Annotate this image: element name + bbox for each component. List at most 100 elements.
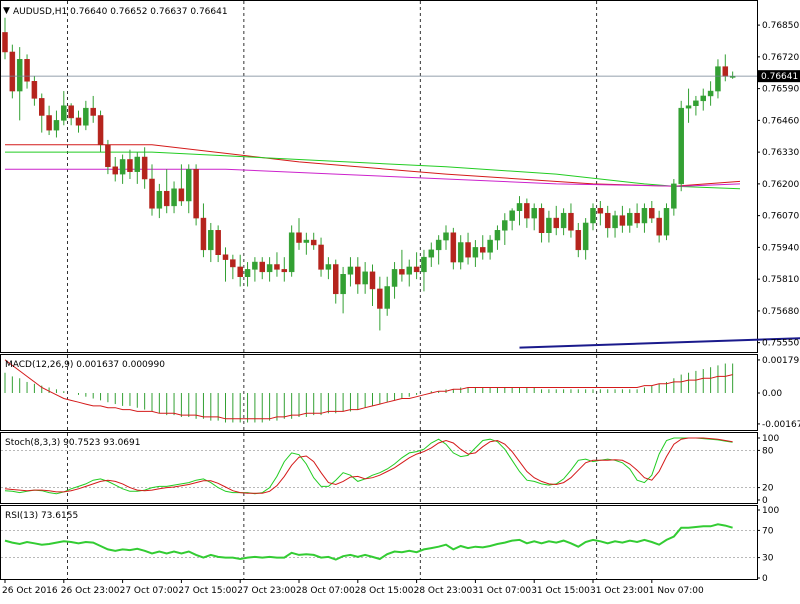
bull-candle: [546, 218, 551, 233]
bear-candle: [451, 233, 456, 262]
bull-candle: [348, 267, 353, 274]
bear-candle: [377, 289, 382, 309]
bear-candle: [179, 189, 184, 201]
price-axis-label: 0.75680: [762, 307, 799, 317]
bear-candle: [723, 67, 728, 77]
bear-candle: [399, 269, 404, 274]
bear-candle: [524, 203, 529, 218]
price-axis-label: 0.76720: [762, 53, 799, 63]
bear-candle: [466, 243, 471, 258]
time-axis-label: 27 Oct 07:00: [120, 586, 179, 596]
bull-candle: [488, 240, 493, 252]
bull-candle: [208, 230, 213, 250]
bull-candle: [502, 221, 507, 231]
bull-candle: [591, 208, 596, 223]
time-axis-label: 28 Oct 15:00: [355, 586, 414, 596]
bear-candle: [142, 157, 147, 179]
bear-candle: [164, 191, 169, 206]
bear-candle: [333, 265, 338, 294]
bull-candle: [444, 233, 449, 240]
bear-candle: [311, 240, 316, 245]
bear-candle: [605, 213, 610, 228]
bull-candle: [326, 265, 331, 270]
rsi-axis-label: 70: [762, 526, 774, 536]
macd-axis-label: 0.00: [762, 389, 782, 399]
stoch-axis-label: 100: [762, 434, 779, 444]
bull-candle: [458, 243, 463, 263]
stoch-axis-label: 0: [762, 496, 768, 506]
bear-candle: [69, 106, 74, 118]
bear-candle: [238, 267, 243, 277]
time-axis-label: 26 Oct 23:00: [61, 586, 120, 596]
rsi-axis-label: 30: [762, 554, 774, 564]
bull-candle: [627, 213, 632, 225]
time-axis-label: 1 Nov 07:00: [649, 586, 704, 596]
bull-candle: [693, 101, 698, 106]
bear-candle: [539, 208, 544, 232]
bull-candle: [421, 257, 426, 272]
bear-candle: [230, 260, 235, 267]
bear-candle: [47, 115, 52, 130]
bull-candle: [613, 216, 618, 228]
bear-candle: [370, 272, 375, 289]
price-axis-label: 0.76460: [762, 116, 799, 126]
time-axis-label: 27 Oct 23:00: [237, 586, 296, 596]
bull-candle: [392, 269, 397, 286]
bear-candle: [39, 98, 44, 115]
bear-candle: [150, 179, 155, 208]
bear-candle: [297, 233, 302, 243]
bull-candle: [54, 120, 59, 130]
bear-candle: [568, 213, 573, 230]
bear-candle: [274, 265, 279, 270]
bull-candle: [304, 240, 309, 242]
rsi-title: RSI(13) 73.6155: [5, 511, 78, 521]
time-axis-label: 31 Oct 23:00: [590, 586, 649, 596]
bear-candle: [657, 218, 662, 235]
bull-candle: [363, 272, 368, 284]
bull-candle: [686, 106, 691, 108]
bull-candle: [561, 213, 566, 228]
bull-candle: [252, 262, 257, 269]
bull-candle: [642, 208, 647, 223]
price-axis-label: 0.75550: [762, 339, 799, 349]
main-chart-dropdown-icon[interactable]: ▼: [3, 6, 10, 16]
bull-candle: [385, 286, 390, 308]
bull-candle: [715, 67, 720, 91]
time-axis-label: 31 Oct 15:00: [531, 586, 590, 596]
bull-candle: [701, 96, 706, 101]
price-axis-label: 0.76200: [762, 180, 799, 190]
bull-candle: [61, 106, 66, 121]
bull-candle: [341, 274, 346, 294]
bear-candle: [32, 81, 37, 98]
bear-candle: [319, 245, 324, 269]
price-axis-label: 0.76590: [762, 85, 799, 95]
bear-candle: [201, 218, 206, 250]
time-axis-label: 28 Oct 23:00: [414, 586, 473, 596]
current-price-label: 0.76641: [761, 72, 798, 82]
rsi-panel[interactable]: [1, 506, 758, 580]
bull-candle: [245, 269, 250, 276]
bull-candle: [157, 191, 162, 208]
bear-candle: [113, 167, 118, 174]
bear-candle: [216, 230, 221, 254]
bull-candle: [495, 230, 500, 240]
bull-candle: [135, 157, 140, 172]
price-axis-label: 0.76850: [762, 21, 799, 31]
bear-candle: [98, 115, 103, 144]
rsi-axis-label: 0: [762, 574, 768, 584]
bear-candle: [3, 32, 8, 52]
bull-candle: [186, 169, 191, 201]
bull-candle: [532, 208, 537, 218]
stoch-axis-label: 20: [762, 484, 774, 494]
bear-candle: [635, 213, 640, 223]
bear-candle: [649, 208, 654, 218]
bear-candle: [260, 262, 265, 272]
bull-candle: [708, 91, 713, 96]
bear-candle: [223, 255, 228, 260]
bull-candle: [473, 247, 478, 257]
bear-candle: [355, 267, 360, 284]
bull-candle: [407, 267, 412, 274]
bear-candle: [194, 169, 199, 218]
